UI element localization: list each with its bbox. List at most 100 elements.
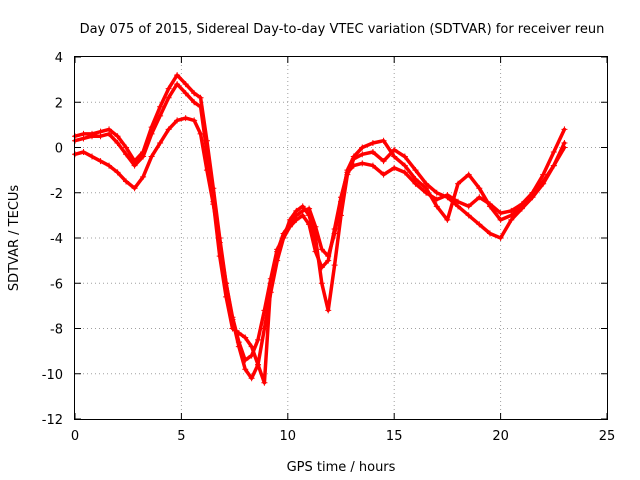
- data-point-marker: [380, 171, 387, 178]
- ticks: [74, 56, 608, 420]
- data-point-marker: [242, 366, 249, 373]
- data-point-marker: [182, 81, 189, 88]
- y-tick-label: -4: [50, 232, 63, 247]
- y-tick-label: -2: [50, 187, 63, 202]
- data-point-marker: [486, 203, 493, 210]
- data-point-marker: [140, 153, 147, 160]
- data-point-marker: [165, 126, 172, 133]
- data-point-marker: [369, 139, 376, 146]
- data-point-marker: [191, 99, 198, 106]
- data-point-marker: [174, 117, 181, 124]
- data-point-marker: [344, 167, 351, 174]
- y-tick-label: 0: [55, 142, 63, 157]
- data-point-marker: [123, 178, 130, 185]
- data-point-marker: [497, 210, 504, 217]
- x-tick-label: 15: [386, 429, 403, 444]
- y-tick-label: -6: [50, 277, 63, 292]
- data-point-marker: [497, 216, 504, 223]
- series-line: [73, 73, 567, 381]
- data-point-marker: [401, 169, 408, 176]
- data-point-marker: [182, 115, 189, 122]
- data-point-marker: [191, 117, 198, 124]
- data-point-marker: [140, 173, 147, 180]
- data-point-marker: [223, 293, 230, 300]
- data-point-marker: [518, 203, 525, 210]
- data-point-marker: [174, 72, 181, 79]
- data-point-marker: [444, 216, 451, 223]
- plot-frame: [74, 56, 608, 420]
- data-point-marker: [529, 189, 536, 196]
- data-point-marker: [157, 139, 164, 146]
- data-point-marker: [114, 169, 121, 176]
- data-point-marker: [157, 112, 164, 119]
- data-point-marker: [106, 130, 113, 137]
- y-axis-label: SDTVAR / TECUs: [7, 185, 22, 292]
- data-point-marker: [97, 158, 104, 165]
- data-point-marker: [550, 149, 557, 156]
- series-layer: [72, 72, 568, 386]
- data-point-marker: [476, 185, 483, 192]
- data-point-marker: [197, 130, 204, 137]
- x-tick-labels: 0 5 10 15 20 25: [71, 429, 615, 444]
- data-point-marker: [508, 212, 515, 219]
- data-point-marker: [97, 133, 104, 140]
- data-point-marker: [455, 203, 462, 210]
- data-point-marker: [89, 133, 96, 140]
- data-point-marker: [476, 194, 483, 201]
- y-tick-label: -10: [42, 368, 63, 383]
- data-point-marker: [148, 130, 155, 137]
- data-point-marker: [80, 149, 87, 156]
- data-point-marker: [242, 334, 249, 341]
- y-tick-label: -8: [50, 323, 63, 338]
- x-tick-label: 25: [599, 429, 616, 444]
- data-point-marker: [401, 162, 408, 169]
- data-point-marker: [293, 212, 300, 219]
- data-point-marker: [229, 325, 236, 332]
- data-point-marker: [318, 246, 325, 253]
- data-point-marker: [80, 135, 87, 142]
- data-point-marker: [255, 336, 262, 343]
- data-point-marker: [182, 90, 189, 97]
- data-point-marker: [391, 164, 398, 171]
- y-tick-labels: -12 -10 -8 -6 -4 -2 0 2 4: [42, 51, 63, 428]
- data-point-marker: [497, 235, 504, 241]
- data-point-marker: [331, 230, 338, 237]
- data-point-marker: [131, 185, 138, 192]
- data-point-marker: [391, 146, 398, 153]
- data-point-marker: [359, 151, 366, 158]
- data-point-marker: [255, 361, 262, 368]
- data-point-marker: [423, 185, 430, 192]
- data-point-marker: [165, 85, 172, 92]
- data-point-marker: [280, 230, 287, 237]
- data-point-marker: [114, 139, 121, 146]
- data-point-marker: [261, 379, 268, 386]
- data-point-marker: [248, 343, 255, 350]
- data-point-marker: [465, 203, 472, 210]
- data-point-marker: [359, 144, 366, 151]
- data-point-marker: [197, 94, 204, 101]
- data-point-marker: [391, 153, 398, 160]
- data-point-marker: [157, 103, 164, 110]
- data-point-marker: [174, 81, 181, 88]
- data-point-marker: [210, 198, 217, 205]
- data-point-marker: [540, 180, 547, 187]
- data-point-marker: [267, 280, 274, 287]
- data-point-marker: [235, 343, 242, 350]
- x-tick-label: 10: [280, 429, 297, 444]
- data-point-marker: [380, 158, 387, 165]
- data-point-marker: [412, 176, 419, 183]
- data-point-marker: [306, 205, 313, 212]
- data-point-marker: [203, 149, 210, 156]
- data-point-marker: [444, 194, 451, 201]
- data-point-marker: [476, 221, 483, 228]
- data-point-marker: [286, 221, 293, 228]
- chart-title: Day 075 of 2015, Sidereal Day-to-day VTE…: [80, 22, 605, 37]
- series-line: [73, 116, 567, 362]
- data-point-marker: [299, 207, 306, 214]
- data-point-marker: [433, 189, 440, 196]
- data-point-marker: [148, 153, 155, 160]
- data-point-marker: [465, 212, 472, 219]
- data-point-marker: [235, 330, 242, 337]
- data-point-marker: [455, 180, 462, 187]
